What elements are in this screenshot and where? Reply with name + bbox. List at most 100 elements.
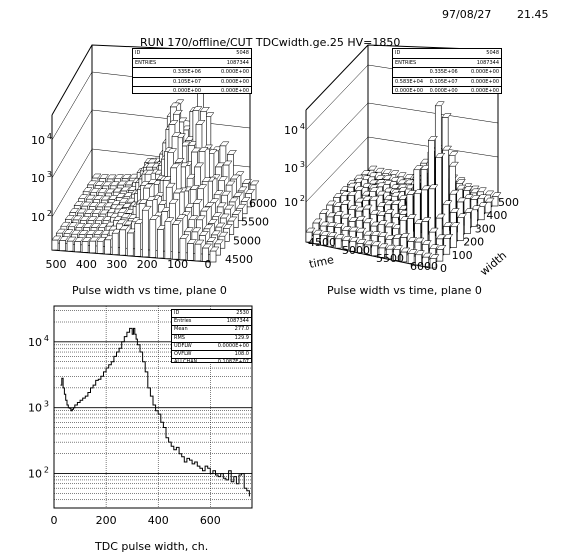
lego-bar-top	[174, 158, 185, 163]
stats-cell: ID	[135, 50, 141, 56]
lego-bar-top	[198, 231, 209, 236]
stats-cell: 1087344	[226, 59, 249, 66]
y-tick-label: 10 3	[28, 400, 49, 415]
caption-top-right: Pulse width vs time, plane 0	[327, 284, 482, 297]
lego-bar-top	[85, 194, 96, 200]
stats-cell: ENTRIES	[395, 59, 417, 66]
lego-bar-top	[435, 213, 446, 219]
lego-bar-top	[369, 209, 380, 215]
lego-bar-top	[443, 234, 454, 239]
lego-bar-top	[348, 205, 359, 210]
lego-bar-top	[203, 224, 214, 230]
lego-bar-top	[78, 230, 89, 235]
stats-row: ID 2530	[172, 310, 251, 319]
stats-cell	[135, 87, 173, 96]
lego-bar-top	[226, 150, 237, 155]
lego-bar-top	[371, 241, 382, 247]
stats-row: Mean 277.0	[172, 326, 251, 335]
lego-bar-top	[463, 208, 474, 213]
lego-bar-top	[147, 179, 158, 184]
lego-bar-top	[177, 117, 188, 123]
lego-bar-top	[435, 234, 446, 240]
lego-bar-top	[334, 223, 345, 228]
lego-bar-top	[102, 181, 113, 187]
stats-cell: 0.105E+07	[173, 78, 202, 85]
lego-bar-top	[341, 226, 352, 231]
lego-bar-top	[200, 206, 211, 212]
svg-text:10: 10	[284, 124, 298, 137]
lego-bars-top-left	[51, 77, 260, 263]
lego-bar-top	[421, 240, 432, 245]
lego-bar-top	[449, 189, 460, 195]
lego-bar-top	[241, 179, 252, 184]
z-gridline	[51, 71, 93, 141]
lego-bar	[74, 241, 81, 253]
stats-cell: 0.335E+06	[429, 69, 458, 76]
stats-row: 0.000E+00 0.000E+00 0.000E+00	[393, 87, 501, 96]
svg-text:2: 2	[47, 209, 52, 218]
lego-bar-top	[356, 227, 367, 233]
y-tick-label: 0	[440, 262, 447, 275]
lego-bar-top	[64, 215, 75, 220]
lego-bar-top	[197, 184, 208, 189]
lego-bar-top	[170, 163, 181, 169]
svg-text:10: 10	[284, 196, 298, 209]
stats-cell: 0.000E+00	[173, 88, 202, 95]
lego-bar-top	[422, 252, 433, 258]
lego-bar	[187, 243, 194, 261]
header-time: 21.45	[517, 8, 549, 21]
lego-bar-top	[450, 222, 461, 227]
lego-bar	[464, 212, 471, 234]
lego-bar-top	[79, 216, 90, 221]
y-tick-label: 10 2	[28, 466, 49, 481]
stats-cell: 1087344	[226, 318, 249, 325]
lego-bar-top	[347, 191, 358, 196]
lego-bar-top	[120, 213, 131, 219]
lego-bar-top	[192, 106, 203, 111]
lego-bar-top	[87, 180, 98, 186]
stats-row: 0.583E+04 0.105E+07 0.000E+00	[393, 78, 501, 88]
lego-bar-top	[199, 107, 210, 112]
lego-bar-top	[90, 223, 101, 228]
lego-bar-top	[407, 237, 418, 242]
lego-bar-top	[180, 141, 191, 147]
lego-bar-top	[312, 229, 323, 235]
lego-bar-top	[70, 229, 81, 235]
y-tick-label: 4500	[225, 253, 253, 266]
lego-bar-top	[236, 203, 247, 209]
stats-box-top-left: ID 5048 ENTRIES 1087344 0.335E+06 0.000E+00 0.…	[132, 48, 252, 94]
z-gridline	[305, 136, 369, 203]
lego-bar	[172, 224, 179, 260]
lego-bar-top	[183, 227, 194, 233]
stats-rows-top-right: ID 5048 ENTRIES 1087344 0.335E+06 0.000E+00 0.…	[393, 49, 501, 96]
lego-bar-top	[376, 190, 387, 196]
y-tick-label: 10 4	[28, 334, 49, 349]
lego-bar	[477, 206, 485, 221]
lego-bar-top	[326, 212, 337, 218]
stats-cell: UDFLW	[174, 342, 192, 349]
lego-bar-top	[348, 226, 359, 232]
lego-bar-top	[362, 196, 373, 201]
lego-bar-top	[186, 239, 197, 244]
lego-bar-top	[375, 175, 386, 180]
stats-cell: 0.000E+00	[220, 69, 249, 76]
lego-bar-top	[382, 180, 393, 185]
lego-bar-top	[340, 191, 351, 196]
lego-bar-top	[201, 177, 212, 182]
lego-bar-top	[206, 237, 217, 242]
z-gridline	[51, 148, 93, 218]
lego-bar-top	[397, 187, 408, 192]
series-line-bottom	[60, 327, 250, 497]
caption-top-left: Pulse width vs time, plane 0	[72, 284, 227, 297]
stats-cell: RMS	[174, 334, 185, 341]
lego-bar-top	[245, 189, 256, 194]
lego-bar-top	[435, 153, 446, 158]
lego-bar-top	[249, 180, 260, 186]
lego-bar-top	[198, 147, 209, 152]
lego-bar-top	[76, 208, 87, 214]
lego-bar	[194, 243, 202, 262]
lego-bar-top	[222, 160, 233, 166]
lego-bar-top	[448, 161, 459, 167]
svg-text:3: 3	[47, 170, 52, 179]
